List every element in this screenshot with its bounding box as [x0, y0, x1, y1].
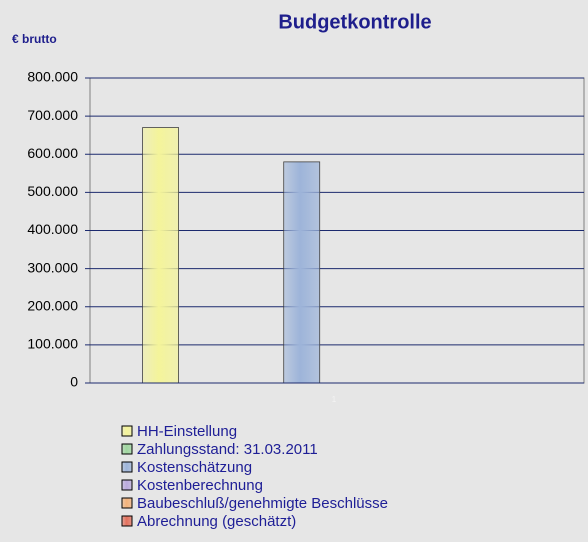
- legend-swatch: [121, 479, 133, 491]
- legend-swatch: [121, 461, 133, 473]
- legend-swatch: [121, 497, 133, 509]
- y-tick-label: 300.000: [27, 259, 78, 275]
- y-tick-label: 800.000: [27, 69, 78, 85]
- y-tick-label: 400.000: [27, 221, 78, 237]
- y-tick-label: 0: [70, 374, 78, 390]
- y-tick-label: 100.000: [27, 336, 78, 352]
- legend-label: Kostenschätzung: [137, 459, 252, 476]
- bar: [142, 127, 179, 384]
- legend-label: Kostenberechnung: [137, 477, 263, 494]
- y-axis-label: € brutto: [12, 32, 57, 46]
- legend-label: Zahlungsstand: 31.03.2011: [137, 441, 318, 458]
- chart-title: Budgetkontrolle: [278, 11, 431, 33]
- x-tick-label: 1: [332, 395, 337, 404]
- legend-label: Abrechnung (geschätzt): [137, 513, 296, 530]
- legend-swatch: [121, 443, 133, 455]
- legend-swatch: [121, 425, 133, 437]
- y-tick-label: 600.000: [27, 145, 78, 161]
- legend-label: HH-Einstellung: [137, 423, 237, 440]
- legend-swatch: [121, 515, 133, 527]
- y-tick-label: 200.000: [27, 297, 78, 313]
- y-tick-label: 700.000: [27, 107, 78, 123]
- legend-label: Baubeschluß/genehmigte Beschlüsse: [137, 495, 388, 512]
- y-tick-label: 500.000: [27, 183, 78, 199]
- bar: [283, 161, 321, 384]
